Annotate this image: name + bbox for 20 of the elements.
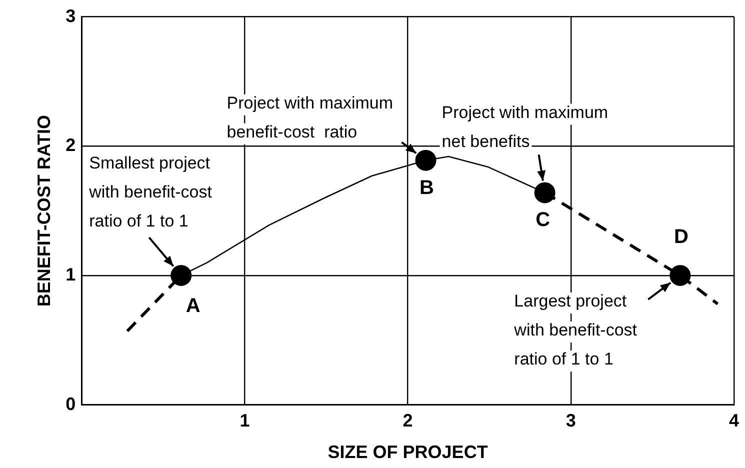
- y-tick-label: 0: [66, 394, 76, 414]
- y-tick-label: 3: [66, 6, 76, 26]
- annotation: B: [420, 176, 434, 199]
- point: [170, 264, 192, 286]
- y-axis-title: BENEFIT-COST RATIO: [34, 114, 54, 307]
- annotation: Smallest project with benefit-cost ratio of 1 to 1: [88, 154, 212, 231]
- annotation: C: [536, 209, 550, 232]
- y-tick-label: 1: [66, 264, 76, 284]
- x-tick-label: 3: [566, 410, 576, 431]
- x-tick-label: 4: [728, 410, 739, 431]
- y-tick-label: 2: [66, 135, 76, 156]
- x-tick-label: 2: [402, 410, 413, 431]
- point: [415, 150, 436, 171]
- x-axis-title: SIZE OF PROJECT: [328, 442, 488, 462]
- annotation: D: [674, 226, 688, 248]
- annotation: Project with maximum net benefits: [442, 102, 608, 151]
- annotation: Project with maximum benefit-cost ratio: [226, 94, 394, 142]
- annotation: Largest project with benefit-cost ratio of 1 to 1: [513, 292, 638, 369]
- annotation: A: [186, 294, 200, 317]
- x-tick-label: 1: [240, 410, 250, 431]
